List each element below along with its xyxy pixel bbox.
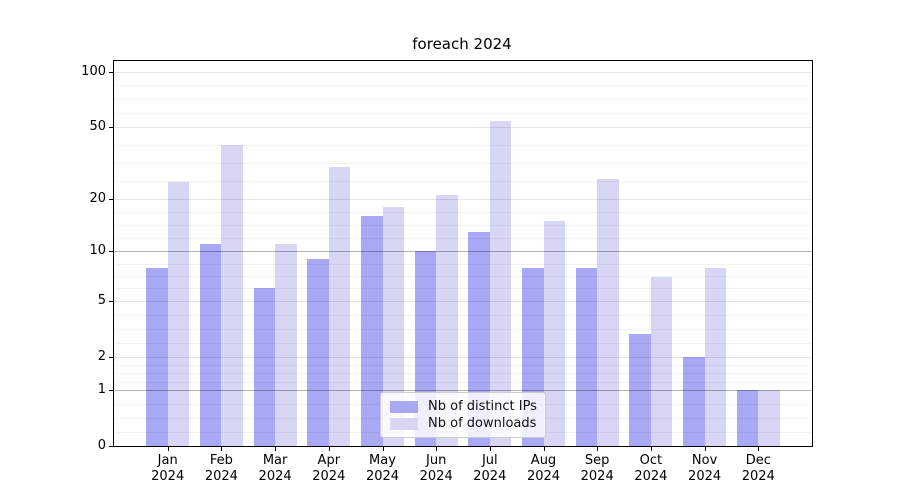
gridline-minor bbox=[114, 342, 812, 344]
legend-label-downloads: Nb of downloads bbox=[428, 416, 537, 431]
gridline-minor bbox=[114, 314, 812, 316]
x-tick bbox=[167, 447, 169, 451]
x-tick bbox=[221, 447, 223, 451]
x-tick-label: Nov 2024 bbox=[688, 453, 722, 484]
y-tick bbox=[109, 356, 113, 358]
bar-downloads-nov bbox=[704, 267, 727, 446]
y-tick-label: 100 bbox=[81, 63, 106, 79]
x-tick-label: Sep 2024 bbox=[580, 453, 614, 484]
y-tick-label: 5 bbox=[97, 292, 106, 308]
bar-ips-feb bbox=[199, 244, 222, 446]
legend: Nb of distinct IPs Nb of downloads bbox=[380, 392, 546, 438]
gridline-minor bbox=[114, 163, 812, 164]
bar-downloads-jul bbox=[489, 120, 512, 446]
gridline-minor bbox=[114, 225, 812, 227]
x-tick-label: Dec 2024 bbox=[741, 453, 775, 484]
gridline-minor bbox=[114, 381, 812, 383]
gridline-minor bbox=[114, 263, 812, 265]
gridline-major bbox=[114, 199, 812, 200]
gridline-major bbox=[114, 356, 812, 358]
bar-ips-nov bbox=[683, 356, 705, 446]
legend-swatch-distinct-ips bbox=[390, 400, 418, 413]
y-tick bbox=[109, 300, 113, 302]
bar-ips-dec bbox=[736, 389, 759, 446]
y-tick bbox=[109, 199, 113, 200]
y-tick-label: 1 bbox=[97, 381, 106, 397]
gridline-major bbox=[114, 127, 812, 128]
gridline-major bbox=[114, 251, 812, 253]
x-tick bbox=[328, 447, 330, 451]
x-tick-label: May 2024 bbox=[365, 453, 400, 484]
bar-downloads-aug bbox=[543, 221, 565, 446]
x-tick-label: Oct 2024 bbox=[634, 453, 668, 484]
x-tick-label: Apr 2024 bbox=[312, 453, 346, 484]
gridline-minor bbox=[114, 276, 812, 277]
gridline-major bbox=[114, 300, 812, 302]
x-tick-label: Mar 2024 bbox=[258, 453, 292, 484]
gridline-major bbox=[114, 389, 812, 391]
gridline-minor bbox=[114, 288, 812, 290]
bar-downloads-jan bbox=[167, 181, 190, 446]
gridline-major bbox=[114, 71, 812, 73]
y-tick bbox=[109, 127, 113, 128]
y-tick-label: 2 bbox=[97, 348, 106, 364]
x-tick-label: Jan 2024 bbox=[151, 453, 185, 484]
x-tick bbox=[704, 447, 706, 451]
bar-ips-sep bbox=[575, 267, 598, 446]
bar-downloads-oct bbox=[650, 277, 673, 446]
bar-ips-apr bbox=[307, 259, 329, 446]
plot-area: Nb of distinct IPs Nb of downloads Jan 2… bbox=[81, 60, 813, 484]
legend-swatch-downloads bbox=[390, 417, 418, 430]
gridline-minor bbox=[114, 181, 812, 182]
gridline-minor bbox=[114, 328, 812, 330]
bar-ips-mar bbox=[253, 288, 276, 446]
gridline-minor bbox=[114, 238, 812, 240]
legend-label-distinct-ips: Nb of distinct IPs bbox=[428, 399, 537, 414]
y-tick-label: 10 bbox=[89, 243, 106, 259]
bar-ips-may bbox=[361, 216, 383, 446]
x-tick bbox=[758, 447, 760, 451]
gridline-minor bbox=[114, 99, 812, 101]
x-tick bbox=[597, 447, 599, 451]
gridline-minor bbox=[114, 85, 812, 87]
bar-downloads-sep bbox=[597, 178, 619, 446]
y-tick bbox=[109, 71, 113, 73]
x-tick bbox=[382, 447, 384, 451]
bar-downloads-feb bbox=[221, 144, 243, 446]
x-tick bbox=[650, 447, 652, 451]
x-tick-label: Jul 2024 bbox=[473, 453, 507, 484]
bar-ips-jan bbox=[146, 267, 168, 446]
gridline-minor bbox=[114, 365, 812, 367]
x-tick-label: Aug 2024 bbox=[526, 453, 561, 484]
bar-downloads-mar bbox=[275, 244, 297, 446]
gridline-minor bbox=[114, 145, 812, 146]
y-tick-label: 0 bbox=[97, 438, 106, 453]
legend-entry-distinct-ips: Nb of distinct IPs bbox=[390, 398, 537, 415]
y-tick bbox=[109, 389, 113, 391]
bar-ips-oct bbox=[629, 333, 651, 446]
y-tick bbox=[109, 446, 113, 447]
bar-downloads-dec bbox=[758, 389, 780, 446]
chart-title: foreach 2024 bbox=[412, 35, 512, 53]
x-tick bbox=[543, 447, 545, 451]
x-tick bbox=[436, 447, 438, 451]
x-tick-label: Feb 2024 bbox=[204, 453, 238, 484]
x-tick bbox=[275, 447, 277, 451]
bar-downloads-jun bbox=[436, 195, 458, 446]
y-tick bbox=[109, 251, 113, 253]
bar-downloads-may bbox=[382, 207, 404, 446]
x-tick bbox=[489, 447, 491, 451]
gridline-minor bbox=[114, 373, 812, 375]
bar-downloads-apr bbox=[328, 167, 351, 446]
legend-entry-downloads: Nb of downloads bbox=[390, 415, 536, 432]
y-tick-label: 50 bbox=[89, 119, 106, 134]
y-tick-label: 20 bbox=[89, 191, 106, 206]
gridline-minor bbox=[114, 113, 812, 115]
gridline-minor bbox=[114, 212, 812, 214]
x-tick-label: Jun 2024 bbox=[419, 453, 453, 484]
